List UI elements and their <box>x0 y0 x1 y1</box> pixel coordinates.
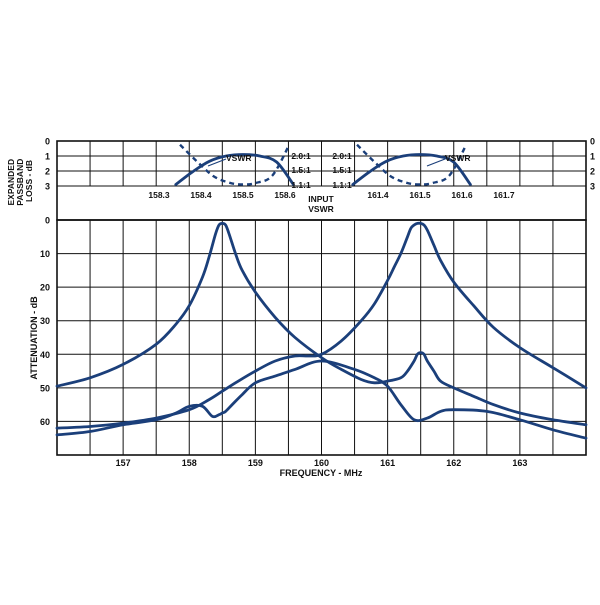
passband-x-tick-label: 161.5 <box>409 190 431 200</box>
vswr-scale-label: 1.1:1 <box>332 180 352 190</box>
frequency-x-tick-label: 163 <box>512 458 527 468</box>
vswr-annotation-pointer <box>426 158 446 167</box>
attenuation-y-axis-label: ATTENUATION - dB <box>29 296 39 380</box>
attenuation-y-tick-label: 10 <box>40 249 50 259</box>
passband-loss-curve <box>351 153 472 186</box>
passband-curves <box>174 143 472 186</box>
passband-y-tick-label-left: 0 <box>45 137 50 147</box>
frequency-x-tick-label: 159 <box>248 458 263 468</box>
attenuation-curves <box>55 221 588 440</box>
frequency-x-tick-label: 161 <box>380 458 395 468</box>
attenuation-x-axis-label: FREQUENCY - MHz <box>280 468 363 478</box>
passband-y-label-line-3: LOSS - dB <box>24 160 34 202</box>
passband-y-tick-label-right: 3 <box>590 182 595 192</box>
attenuation-series-2 <box>55 222 588 427</box>
passband-x-tick-label: 161.4 <box>367 190 389 200</box>
vswr-dashed-curve <box>179 143 291 186</box>
passband-grid <box>57 141 586 187</box>
passband-x-tick-label: 161.6 <box>451 190 473 200</box>
passband-y-label-line-1: EXPANDED <box>6 159 16 206</box>
passband-x-tick-label: 158.4 <box>190 190 212 200</box>
vswr-scale-label: 1.5:1 <box>291 165 311 175</box>
frequency-x-tick-label: 158 <box>182 458 197 468</box>
vswr-scale-label: 1.1:1 <box>291 180 311 190</box>
vswr-scale-label: 1.5:1 <box>332 165 352 175</box>
attenuation-y-tick-label: 60 <box>40 417 50 427</box>
vswr-annotation: VSWR <box>226 153 252 163</box>
attenuation-panel: 0 10 20 30 40 50 60 157 158 159 160 161 162 163 ATTEN… <box>29 216 588 478</box>
passband-y-axis-label: EXPANDED PASSBAND LOSS - dB <box>6 156 34 205</box>
passband-loss-curve <box>174 153 295 186</box>
attenuation-grid <box>57 220 586 455</box>
frequency-x-tick-label: 162 <box>446 458 461 468</box>
passband-x-tick-label: 161.7 <box>493 190 515 200</box>
input-vswr-label-line-1: INPUT <box>308 194 334 204</box>
passband-y-label-line-2: PASSBAND <box>15 159 25 206</box>
vswr-annotation-pointer <box>207 158 227 167</box>
passband-y-tick-label-right: 0 <box>590 137 595 147</box>
passband-x-tick-label: 158.6 <box>274 190 296 200</box>
input-vswr-label-line-2: VSWR <box>308 204 334 214</box>
passband-x-tick-label: 158.5 <box>232 190 254 200</box>
passband-panel: 0 0 1 1 2 2 3 3 2.0:1 2.0:1 1.5:1 1.5:1 1.1:1 1.1:1 IN… <box>6 137 595 221</box>
vswr-annotation: VSWR <box>445 153 471 163</box>
passband-y-tick-label-right: 1 <box>590 152 595 162</box>
vswr-scale-label: 2.0:1 <box>291 151 311 161</box>
frequency-x-tick-label: 157 <box>116 458 131 468</box>
frequency-x-tick-label: 160 <box>314 458 329 468</box>
passband-labels: 0 0 1 1 2 2 3 3 2.0:1 2.0:1 1.5:1 1.5:1 1.1:1 1.1:1 IN… <box>45 137 595 215</box>
passband-y-tick-label-left: 3 <box>45 182 50 192</box>
attenuation-labels: 0 10 20 30 40 50 60 157 158 159 160 161 162 163 <box>40 216 527 469</box>
passband-y-tick-label-right: 2 <box>590 167 595 177</box>
attenuation-y-tick-label: 50 <box>40 383 50 393</box>
attenuation-y-tick-label: 40 <box>40 350 50 360</box>
passband-y-tick-label-left: 1 <box>45 152 50 162</box>
vswr-scale-label: 2.0:1 <box>332 151 352 161</box>
attenuation-y-tick-label: 20 <box>40 283 50 293</box>
passband-y-tick-label-left: 2 <box>45 167 50 177</box>
attenuation-series-1 <box>55 359 588 440</box>
attenuation-y-tick-label: 0 <box>45 216 50 226</box>
attenuation-y-tick-label: 30 <box>40 316 50 326</box>
attenuation-series-3 <box>55 221 588 430</box>
vswr-dashed-curve <box>356 143 468 186</box>
passband-x-tick-label: 158.3 <box>148 190 170 200</box>
